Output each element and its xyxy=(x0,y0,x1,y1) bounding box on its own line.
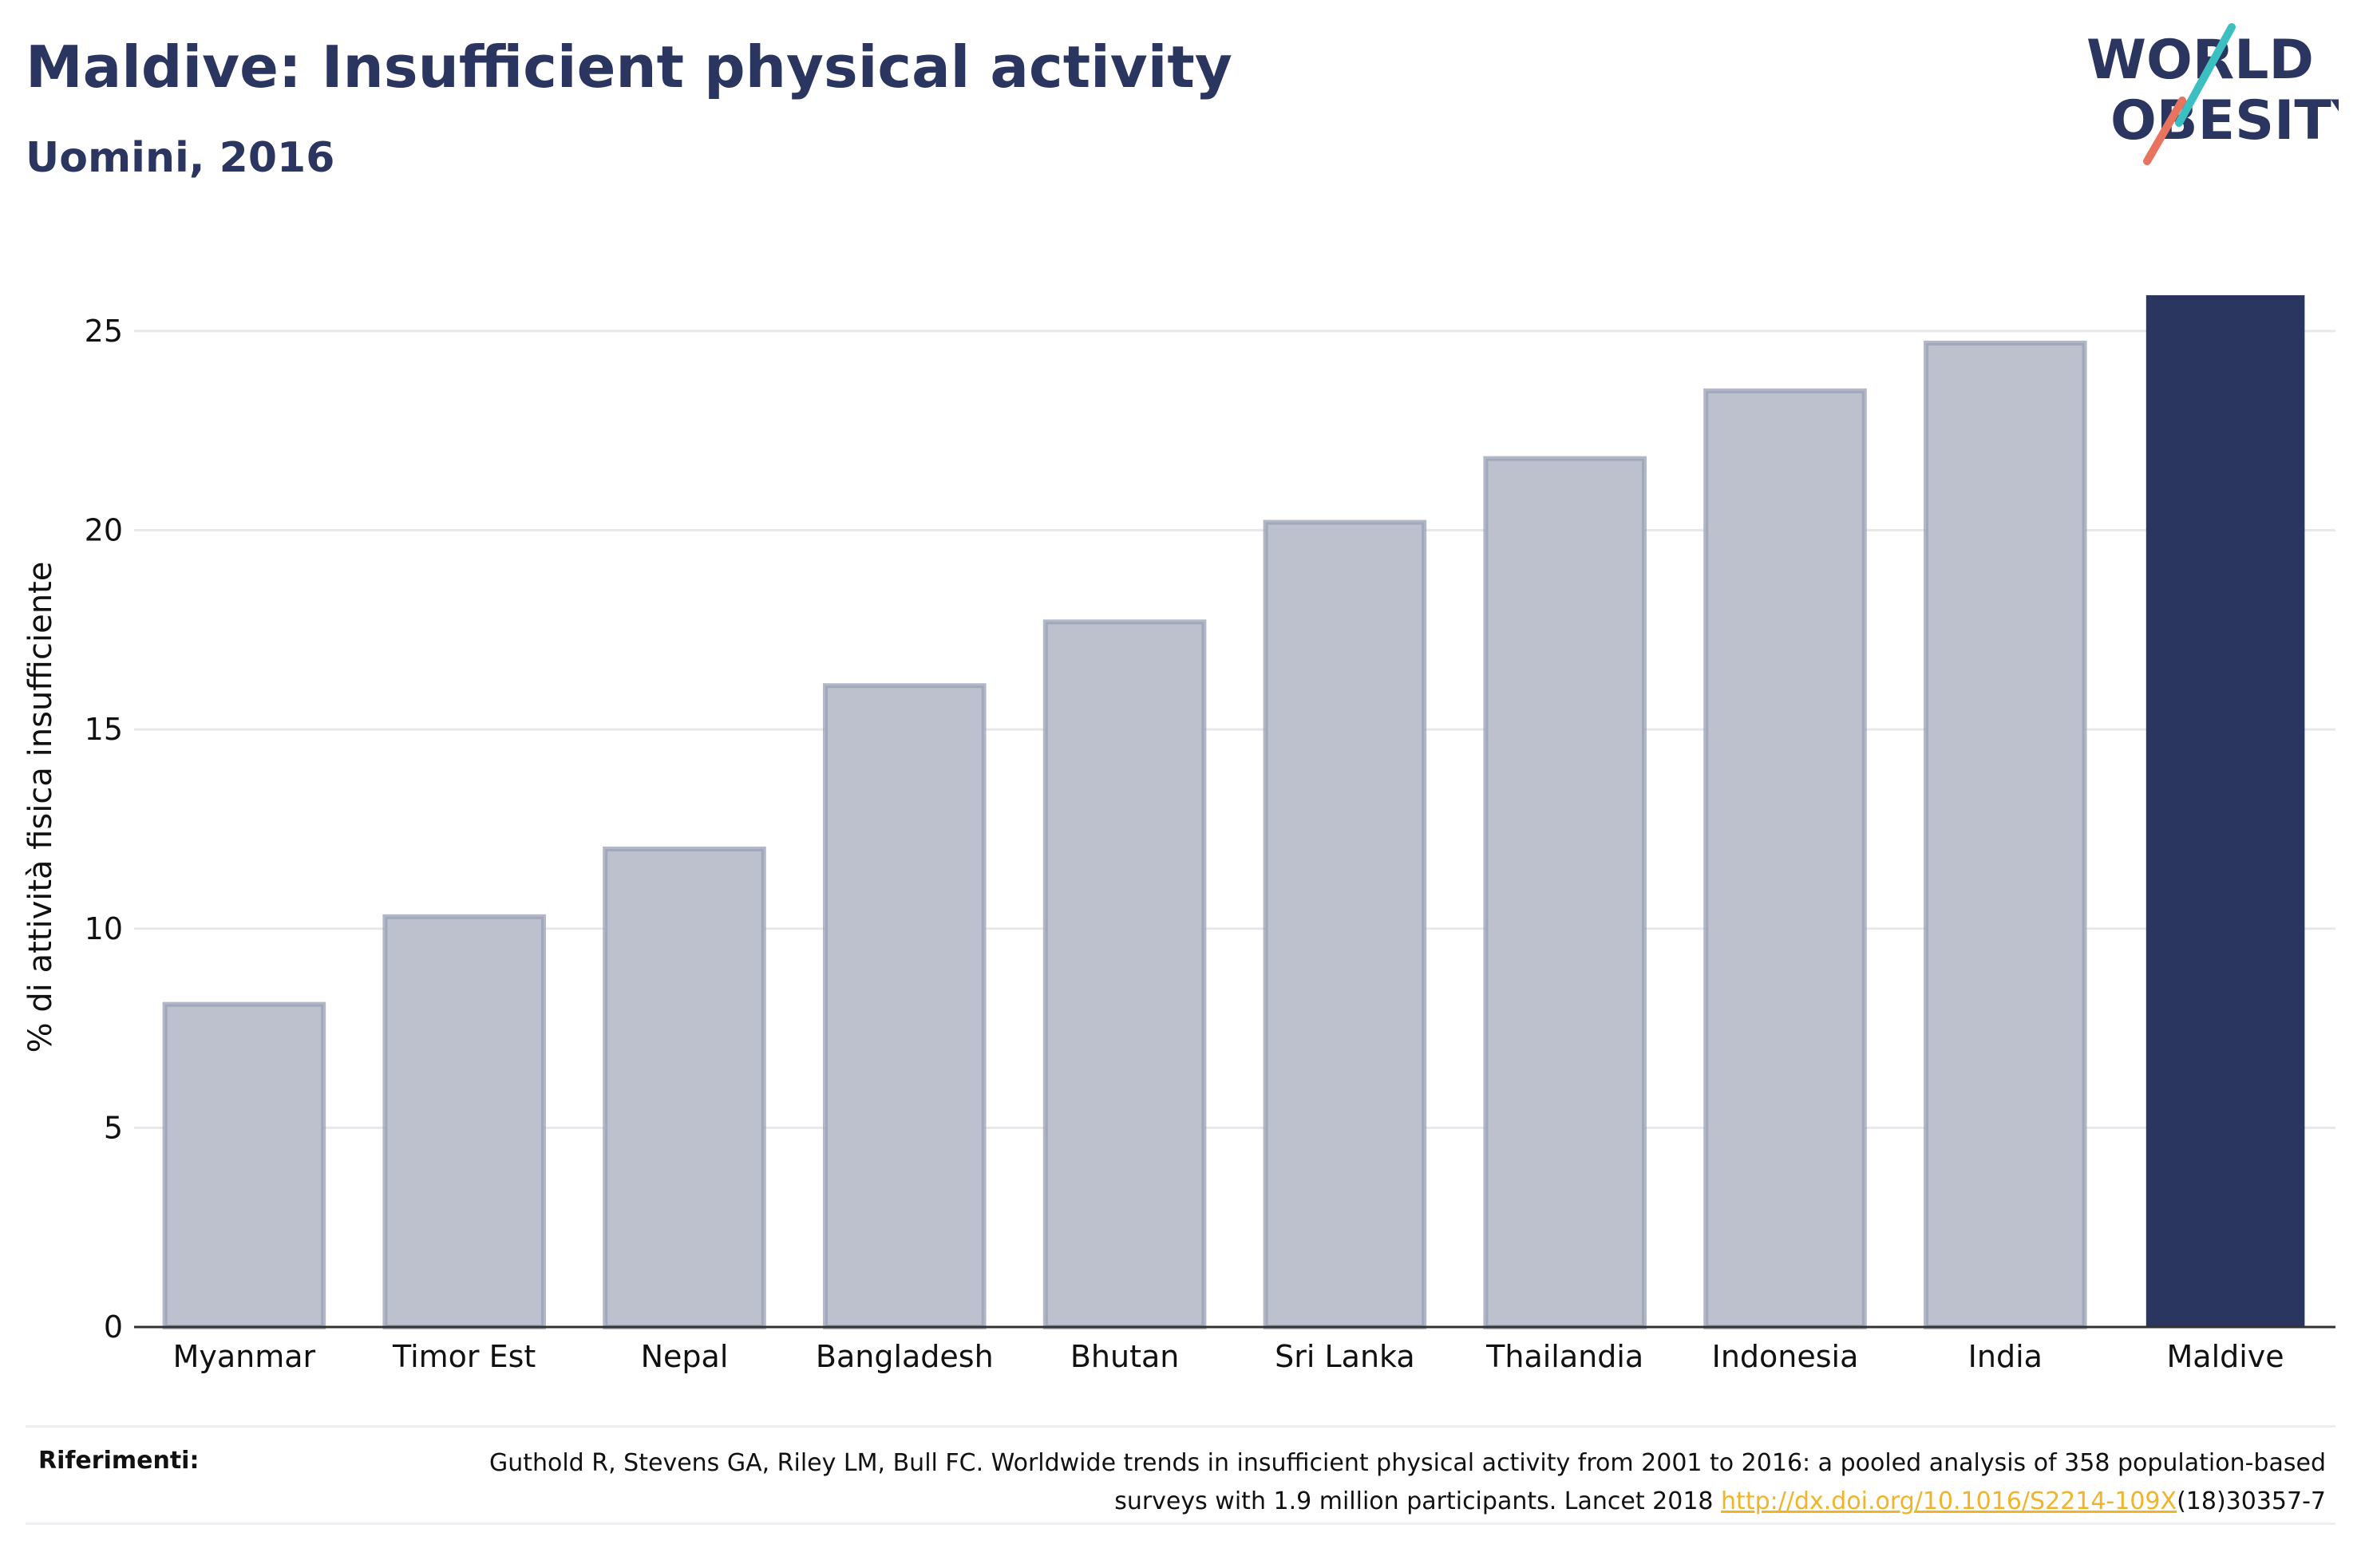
x-tick-label: Thailandia xyxy=(1485,1339,1643,1374)
x-tick-label: India xyxy=(1968,1339,2043,1374)
bar-chart: 0 5 10 15 20 25 Myanmar Timor Est Nepal Banglades… xyxy=(22,294,2335,1374)
y-tick-label: 0 xyxy=(104,1309,123,1345)
references-text: Guthold R, Stevens GA, Riley LM, Bull FC… xyxy=(410,1444,2326,1521)
bar-indonesia xyxy=(1703,388,1867,1330)
references-citation-suffix: (18)30357-7 xyxy=(2177,1487,2326,1515)
bar-bhutan xyxy=(1042,619,1207,1329)
bar-thailandia xyxy=(1483,456,1647,1329)
x-tick-label: Nepal xyxy=(641,1339,729,1374)
x-tick-label: Timor Est xyxy=(392,1339,536,1374)
references-label: Riferimenti: xyxy=(38,1447,200,1475)
x-tick-label: Indonesia xyxy=(1712,1339,1859,1374)
y-axis-label: % di attività fisica insufficiente xyxy=(22,562,59,1053)
axes: 0 5 10 15 20 25 Myanmar Timor Est Nepal Banglades… xyxy=(85,314,2335,1374)
chart-subtitle: Uomini, 2016 xyxy=(26,134,335,182)
bars xyxy=(162,294,2305,1330)
y-tick-label: 5 xyxy=(104,1110,123,1145)
y-tick-label: 25 xyxy=(85,314,123,349)
y-tick-label: 15 xyxy=(85,712,123,747)
x-tick-label: Bhutan xyxy=(1070,1339,1180,1374)
bar-timor-est xyxy=(382,914,546,1329)
x-tick-label: Myanmar xyxy=(173,1339,316,1374)
references-citation: Guthold R, Stevens GA, Riley LM, Bull FC… xyxy=(488,1449,2326,1515)
bar-myanmar xyxy=(162,1001,326,1329)
bar-nepal xyxy=(603,846,766,1329)
logo-slash-bottom xyxy=(2143,97,2186,165)
logo-text-obesity: OBESITY xyxy=(2110,89,2339,152)
bar-maldive xyxy=(2145,294,2305,1327)
references-doi-link[interactable]: http://dx.doi.org/10.1016/S2214-109X xyxy=(1721,1487,2177,1515)
chart-title: Maldive: Insufficient physical activity xyxy=(26,34,1232,101)
footer-divider-top xyxy=(26,1425,2335,1428)
y-tick-label: 10 xyxy=(85,911,123,946)
y-tick-label: 20 xyxy=(85,513,123,548)
x-tick-label: Maldive xyxy=(2167,1339,2284,1374)
bar-india xyxy=(1924,340,2087,1329)
x-tick-label: Sri Lanka xyxy=(1275,1339,1415,1374)
bar-sri-lanka xyxy=(1263,519,1427,1329)
bar-bangladesh xyxy=(823,683,987,1329)
x-tick-label: Bangladesh xyxy=(816,1339,994,1374)
world-obesity-logo: WORLD OBESITY xyxy=(2086,23,2339,165)
logo-slash-top xyxy=(2175,23,2236,127)
footer-divider-bottom xyxy=(26,1523,2335,1525)
